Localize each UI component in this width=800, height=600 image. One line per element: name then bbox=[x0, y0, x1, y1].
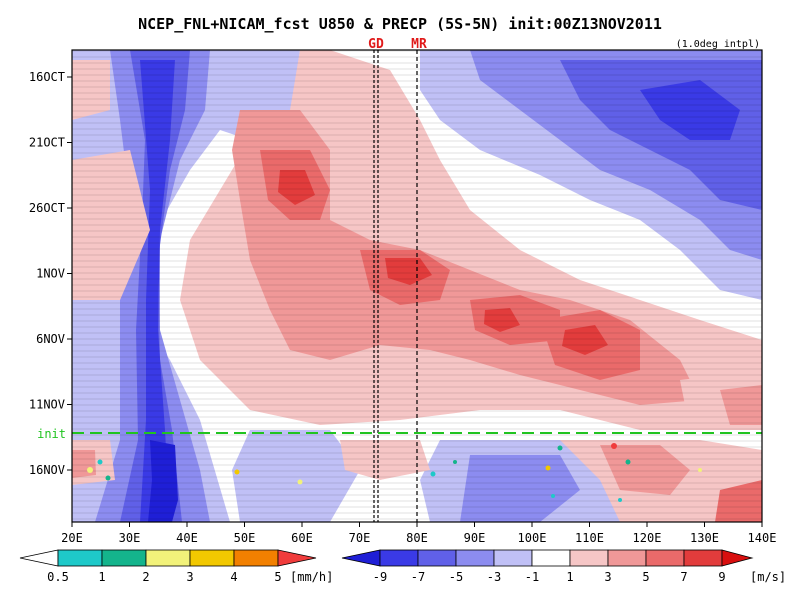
wind-cbar-swatch bbox=[379, 549, 419, 567]
wind-cbar-swatch bbox=[417, 549, 457, 567]
wind-field bbox=[72, 50, 762, 522]
precip-cbar-swatch bbox=[189, 549, 235, 567]
x-tick-label: 40E bbox=[176, 531, 198, 545]
wind-cbar-label: 5 bbox=[642, 570, 649, 584]
init-label: init bbox=[37, 427, 66, 441]
wind-cbar-label: 3 bbox=[604, 570, 611, 584]
precip-unit: [mm/h] bbox=[290, 570, 333, 584]
precip-cbar-arrow-left bbox=[19, 549, 59, 567]
x-tick-label: 70E bbox=[349, 531, 371, 545]
y-tick-label: 1NOV bbox=[36, 267, 65, 281]
x-tick-label: 60E bbox=[291, 531, 313, 545]
precip-cbar-label: 3 bbox=[186, 570, 193, 584]
precip-cbar-swatch bbox=[57, 549, 103, 567]
y-tick-label: 21OCT bbox=[29, 136, 65, 150]
longitude-markers: GD MR bbox=[368, 37, 427, 522]
wind-cbar-label: -5 bbox=[449, 570, 463, 584]
wind-cbar-swatch bbox=[645, 549, 685, 567]
wind-cbar-swatch bbox=[493, 549, 533, 567]
chart-note: (1.0deg intpl) bbox=[676, 39, 760, 50]
x-tick-label: 140E bbox=[748, 531, 777, 545]
x-tick-label: 30E bbox=[119, 531, 141, 545]
precip-cbar-swatch bbox=[145, 549, 191, 567]
y-axis: 16OCT 21OCT 26OCT 1NOV 6NOV 11NOV 16NOV bbox=[29, 70, 72, 477]
y-tick-label: 16NOV bbox=[29, 463, 65, 477]
precip-colorbar: 0.5 1 2 3 4 5 bbox=[19, 549, 317, 584]
precip-cbar-arrow-right bbox=[277, 549, 317, 567]
wind-cbar-swatch bbox=[607, 549, 647, 567]
y-tick-label: 6NOV bbox=[36, 332, 65, 346]
y-tick-label: 16OCT bbox=[29, 70, 65, 84]
wind-cbar-label: 1 bbox=[566, 570, 573, 584]
x-tick-label: 80E bbox=[406, 531, 428, 545]
precip-cbar-label: 1 bbox=[98, 570, 105, 584]
x-tick-label: 50E bbox=[234, 531, 256, 545]
precip-cbar-label: 2 bbox=[142, 570, 149, 584]
x-tick-label: 120E bbox=[633, 531, 662, 545]
wind-cbar-label: -7 bbox=[411, 570, 425, 584]
x-tick-label: 20E bbox=[61, 531, 83, 545]
y-tick-label: 26OCT bbox=[29, 201, 65, 215]
x-tick-label: 110E bbox=[575, 531, 604, 545]
precip-cbar-swatch bbox=[101, 549, 147, 567]
x-axis: 20E 30E 40E 50E 60E 70E 80E 90E 100E 110E 120E 130E… bbox=[61, 522, 776, 545]
x-tick-label: 130E bbox=[690, 531, 719, 545]
wind-cbar-swatch bbox=[569, 549, 609, 567]
x-tick-label: 100E bbox=[518, 531, 547, 545]
wind-cbar-label: -3 bbox=[487, 570, 501, 584]
y-tick-label: 11NOV bbox=[29, 398, 65, 412]
wind-unit: [m/s] bbox=[750, 570, 786, 584]
wind-cbar-arrow-right bbox=[721, 549, 754, 567]
precip-cbar-label: 0.5 bbox=[47, 570, 69, 584]
precip-cbar-swatch bbox=[233, 549, 279, 567]
wind-cbar-label: -1 bbox=[525, 570, 539, 584]
chart-title: NCEP_FNL+NICAM_fcst U850 & PRECP (5S-5N)… bbox=[138, 15, 662, 33]
wind-cbar-label: 7 bbox=[680, 570, 687, 584]
wind-cbar-swatch bbox=[531, 549, 571, 567]
wind-colorbar: -9 -7 -5 -3 -1 1 3 5 7 9 bbox=[341, 549, 754, 584]
precip-cbar-label: 5 bbox=[274, 570, 281, 584]
precip-cbar-label: 4 bbox=[230, 570, 237, 584]
gd-marker-label: GD bbox=[368, 37, 384, 52]
mr-marker-label: MR bbox=[411, 37, 427, 52]
wind-cbar-arrow-left bbox=[341, 549, 381, 567]
wind-cbar-label: -9 bbox=[373, 570, 387, 584]
x-tick-label: 90E bbox=[464, 531, 486, 545]
wind-cbar-swatch bbox=[683, 549, 723, 567]
wind-cbar-swatch bbox=[455, 549, 495, 567]
wind-cbar-label: 9 bbox=[718, 570, 725, 584]
